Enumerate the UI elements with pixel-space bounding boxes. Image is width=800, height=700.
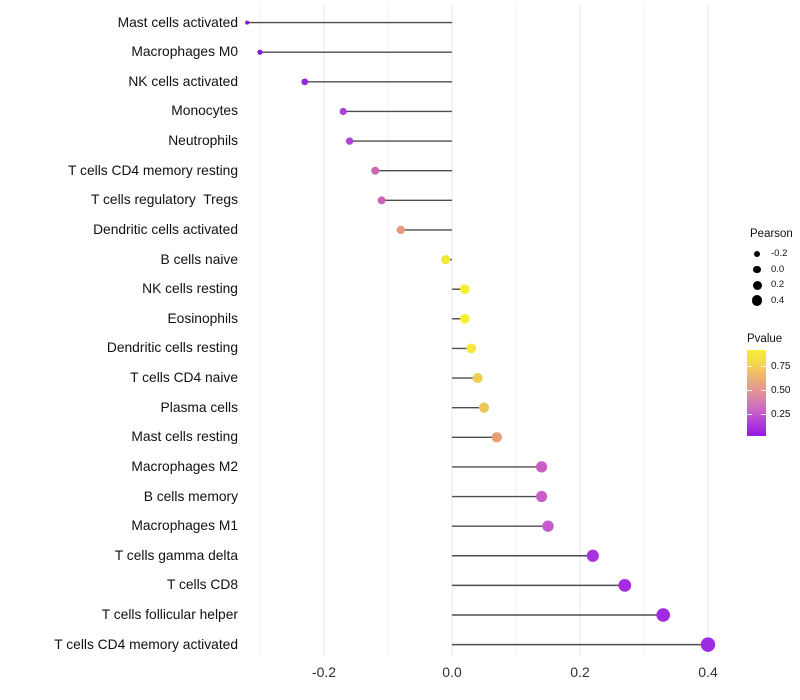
y-axis-label: Macrophages M1 <box>131 518 238 534</box>
lollipop-dot <box>472 373 483 384</box>
lollipop-dot <box>441 254 451 265</box>
y-axis-label: T cells regulatory Tregs <box>91 192 238 208</box>
x-tick-label: 0.2 <box>570 664 590 680</box>
legend-size-label: 0.2 <box>771 279 785 290</box>
lollipop-dot <box>339 107 347 116</box>
pvalue-tick-mark <box>747 366 752 367</box>
legend-size-label: -0.2 <box>771 248 788 259</box>
lollipop-dot <box>466 343 477 354</box>
pvalue-tick-mark <box>761 366 766 367</box>
x-tick-label: 0.0 <box>442 664 462 680</box>
pvalue-tick-mark <box>747 414 752 415</box>
pvalue-tick-mark <box>761 390 766 391</box>
lollipop-dot <box>656 608 670 622</box>
legend-size-label: 0.4 <box>771 294 785 306</box>
legend-pvalue-title: Pvalue <box>747 333 783 345</box>
y-axis-label: B cells naive <box>160 251 238 267</box>
x-tick-label: -0.2 <box>311 664 337 680</box>
y-axis-label: Macrophages M2 <box>131 458 238 474</box>
legend-pearson-title: Pearson <box>750 228 793 240</box>
pvalue-tick-mark <box>761 414 766 415</box>
lollipop-dot <box>478 402 490 413</box>
lollipop-dot <box>542 520 554 532</box>
y-axis-label: Eosinophils <box>167 310 238 326</box>
y-axis-label: Neutrophils <box>168 133 238 149</box>
y-axis-label: Mast cells activated <box>117 14 238 30</box>
y-axis-label: B cells memory <box>143 488 238 504</box>
lollipop-dot <box>460 284 470 294</box>
legend-size-dot <box>751 295 763 306</box>
legend-size-dot <box>752 280 762 290</box>
x-tick-label: 0.4 <box>698 664 718 680</box>
pvalue-tick-label: 0.75 <box>771 361 791 372</box>
lollipop-dot <box>700 637 716 652</box>
pvalue-tick-label: 0.25 <box>771 409 791 420</box>
y-axis-label: NK cells activated <box>128 73 238 89</box>
lollipop-dot <box>301 78 309 86</box>
lollipop-dot <box>618 578 632 592</box>
lollipop-dot <box>345 137 354 145</box>
pvalue-colorbar <box>747 350 766 436</box>
legend-size-dot <box>753 265 761 274</box>
y-axis-label: Dendritic cells activated <box>93 221 238 237</box>
legend-size-dot <box>754 251 760 257</box>
lollipop-dot <box>536 461 548 473</box>
legend-size-label: 0.0 <box>771 263 785 275</box>
y-axis-label: T cells CD8 <box>166 577 238 593</box>
lollipop-dot <box>536 490 548 503</box>
lollipop-dot <box>396 225 405 235</box>
y-axis-label: Plasma cells <box>160 399 238 415</box>
y-axis-label: Dendritic cells resting <box>106 340 238 356</box>
y-axis-label: Macrophages M0 <box>131 44 238 60</box>
y-axis-label: T cells CD4 memory activated <box>54 636 238 652</box>
y-axis-label: T cells follicular helper <box>101 607 238 622</box>
y-axis-label: Mast cells resting <box>131 429 238 445</box>
lollipop-dot <box>377 196 386 205</box>
y-axis-label: Monocytes <box>171 103 238 119</box>
y-axis-label: NK cells resting <box>142 281 238 297</box>
y-axis-label: T cells CD4 memory resting <box>68 162 238 178</box>
y-axis-label: T cells gamma delta <box>114 547 238 563</box>
pvalue-tick-mark <box>747 390 752 391</box>
lollipop-dot <box>245 20 250 25</box>
lollipop-dot <box>371 166 380 175</box>
y-axis-label: T cells CD4 naive <box>130 370 238 386</box>
pvalue-tick-label: 0.50 <box>771 385 791 396</box>
lollipop-dot <box>460 314 470 324</box>
lollipop-dot <box>586 549 599 562</box>
lollipop-dot <box>257 49 263 55</box>
lollipop-dot <box>491 432 502 443</box>
